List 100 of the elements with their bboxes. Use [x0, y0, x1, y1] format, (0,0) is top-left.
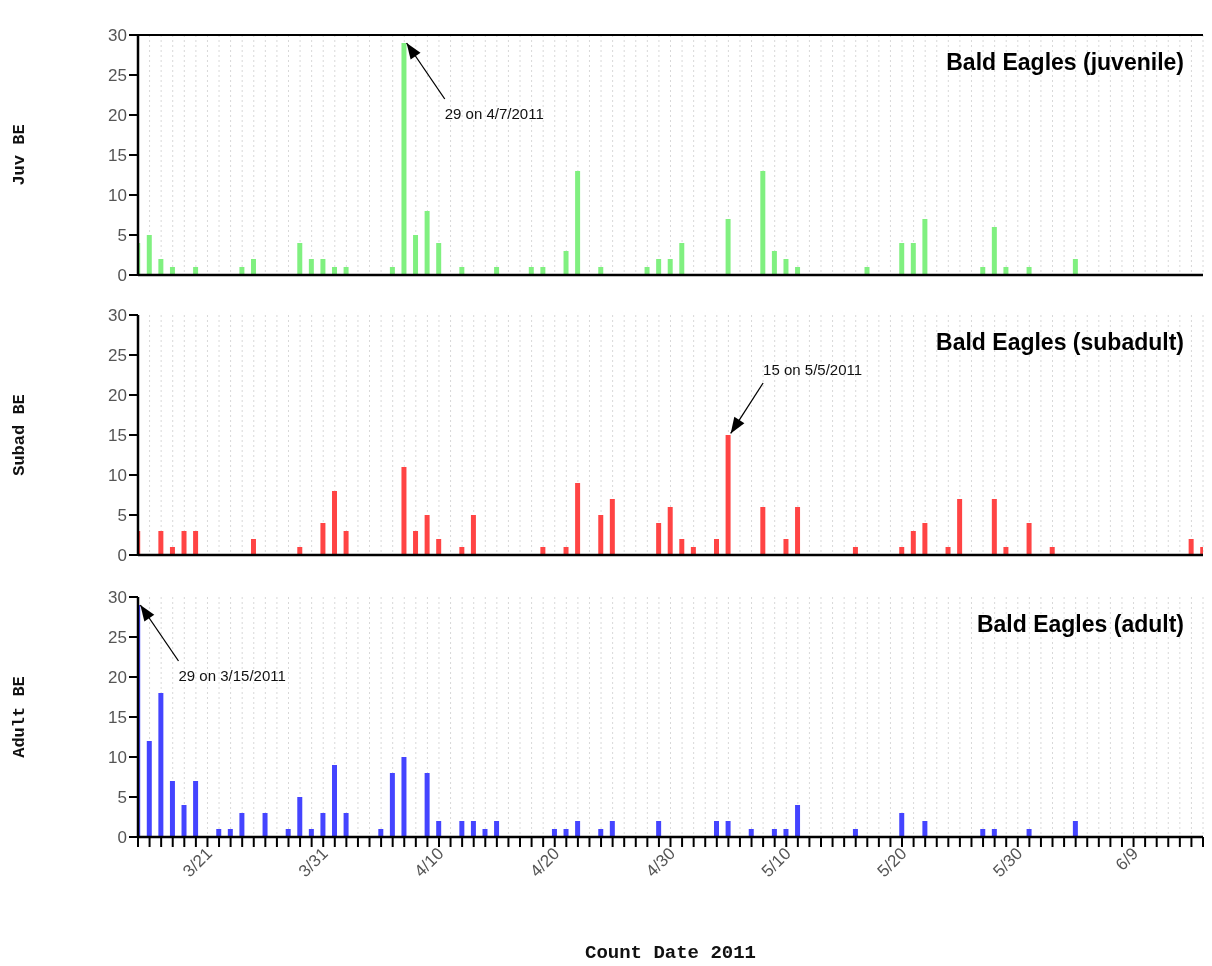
bar — [656, 821, 662, 837]
bar — [389, 773, 395, 837]
bar — [783, 259, 789, 275]
y-tick-label: 0 — [117, 546, 127, 566]
y-tick-label: 15 — [108, 426, 127, 446]
bar — [262, 813, 268, 837]
text: Bald Eagles (subadult) — [936, 329, 1184, 356]
bar — [656, 523, 662, 555]
bar — [193, 531, 199, 555]
x-tick-label: 6/9 — [1111, 844, 1143, 875]
bar — [459, 821, 465, 837]
bar — [1026, 523, 1032, 555]
x-tick-label: 3/31 — [294, 844, 332, 881]
bar — [401, 757, 407, 837]
bar — [146, 741, 152, 837]
bar — [922, 523, 928, 555]
y-tick-label: 5 — [117, 788, 127, 808]
annotation: 29 on 4/7/2011 — [444, 105, 544, 122]
bar — [332, 765, 338, 837]
y-axis-title: Subad BE — [10, 394, 30, 476]
bar — [922, 821, 928, 837]
bar — [1072, 821, 1078, 837]
y-tick-label: 15 — [108, 146, 127, 166]
bar — [667, 259, 673, 275]
bar — [563, 251, 569, 275]
bar — [575, 483, 581, 555]
bar — [193, 781, 199, 837]
y-tick-label: 15 — [108, 708, 127, 728]
bar — [250, 259, 256, 275]
y-tick-label: 10 — [108, 186, 127, 206]
bar — [609, 821, 615, 837]
x-tick-label: 3/21 — [179, 844, 216, 881]
bar — [320, 259, 326, 275]
bar — [1072, 259, 1078, 275]
bar — [413, 531, 419, 555]
y-tick-label: 10 — [108, 466, 127, 486]
bar — [470, 515, 476, 555]
bar — [679, 539, 685, 555]
bar — [575, 821, 581, 837]
y-tick-label: 25 — [108, 346, 127, 366]
bar — [436, 539, 442, 555]
bar — [146, 235, 152, 275]
bar — [667, 507, 673, 555]
bar — [436, 243, 442, 275]
y-axis-title: Juv BE — [10, 124, 30, 186]
bar — [575, 171, 581, 275]
bar — [250, 539, 256, 555]
annotation: 15 on 5/5/2011 — [763, 361, 863, 378]
bar — [343, 813, 349, 837]
y-tick-label: 20 — [108, 106, 127, 126]
bar — [922, 219, 928, 275]
bar — [436, 821, 442, 837]
bar — [158, 693, 164, 837]
bar — [343, 531, 349, 555]
text: Bald Eagles (juvenile) — [946, 49, 1184, 76]
bar — [494, 821, 500, 837]
bar — [308, 259, 314, 275]
y-axis-title: Adult BE — [10, 676, 30, 758]
bar — [158, 531, 164, 555]
bar — [656, 259, 662, 275]
y-tick-label: 30 — [108, 588, 127, 608]
bar — [413, 235, 419, 275]
bar — [760, 171, 766, 275]
bar — [714, 821, 720, 837]
x-tick-label: 4/20 — [526, 844, 564, 881]
y-tick-label: 0 — [117, 828, 127, 848]
bar — [795, 507, 801, 555]
bar — [297, 797, 303, 837]
bar — [332, 491, 338, 555]
y-tick-label: 20 — [108, 668, 127, 688]
bar — [957, 499, 963, 555]
bar — [320, 813, 326, 837]
x-tick-label: 4/30 — [642, 844, 679, 881]
bar — [795, 805, 801, 837]
bar — [760, 507, 766, 555]
bar — [598, 515, 604, 555]
bar — [725, 821, 731, 837]
bar — [181, 531, 187, 555]
bar — [609, 499, 615, 555]
y-tick-label: 25 — [108, 628, 127, 648]
bar — [401, 467, 407, 555]
bar — [714, 539, 720, 555]
y-tick-label: 25 — [108, 66, 127, 86]
y-tick-label: 5 — [117, 226, 127, 246]
bar — [239, 813, 245, 837]
y-tick-label: 30 — [108, 306, 127, 326]
bar — [910, 243, 916, 275]
y-tick-label: 0 — [117, 266, 127, 286]
bar — [424, 773, 430, 837]
annotation: 29 on 3/15/2011 — [178, 667, 286, 684]
x-tick-label: 4/10 — [410, 844, 448, 881]
bar — [424, 211, 430, 275]
bar — [991, 227, 997, 275]
bar — [991, 499, 997, 555]
bar — [424, 515, 430, 555]
y-tick-label: 5 — [117, 506, 127, 526]
bar — [158, 259, 164, 275]
bar — [320, 523, 326, 555]
bar — [169, 781, 175, 837]
bar — [679, 243, 685, 275]
